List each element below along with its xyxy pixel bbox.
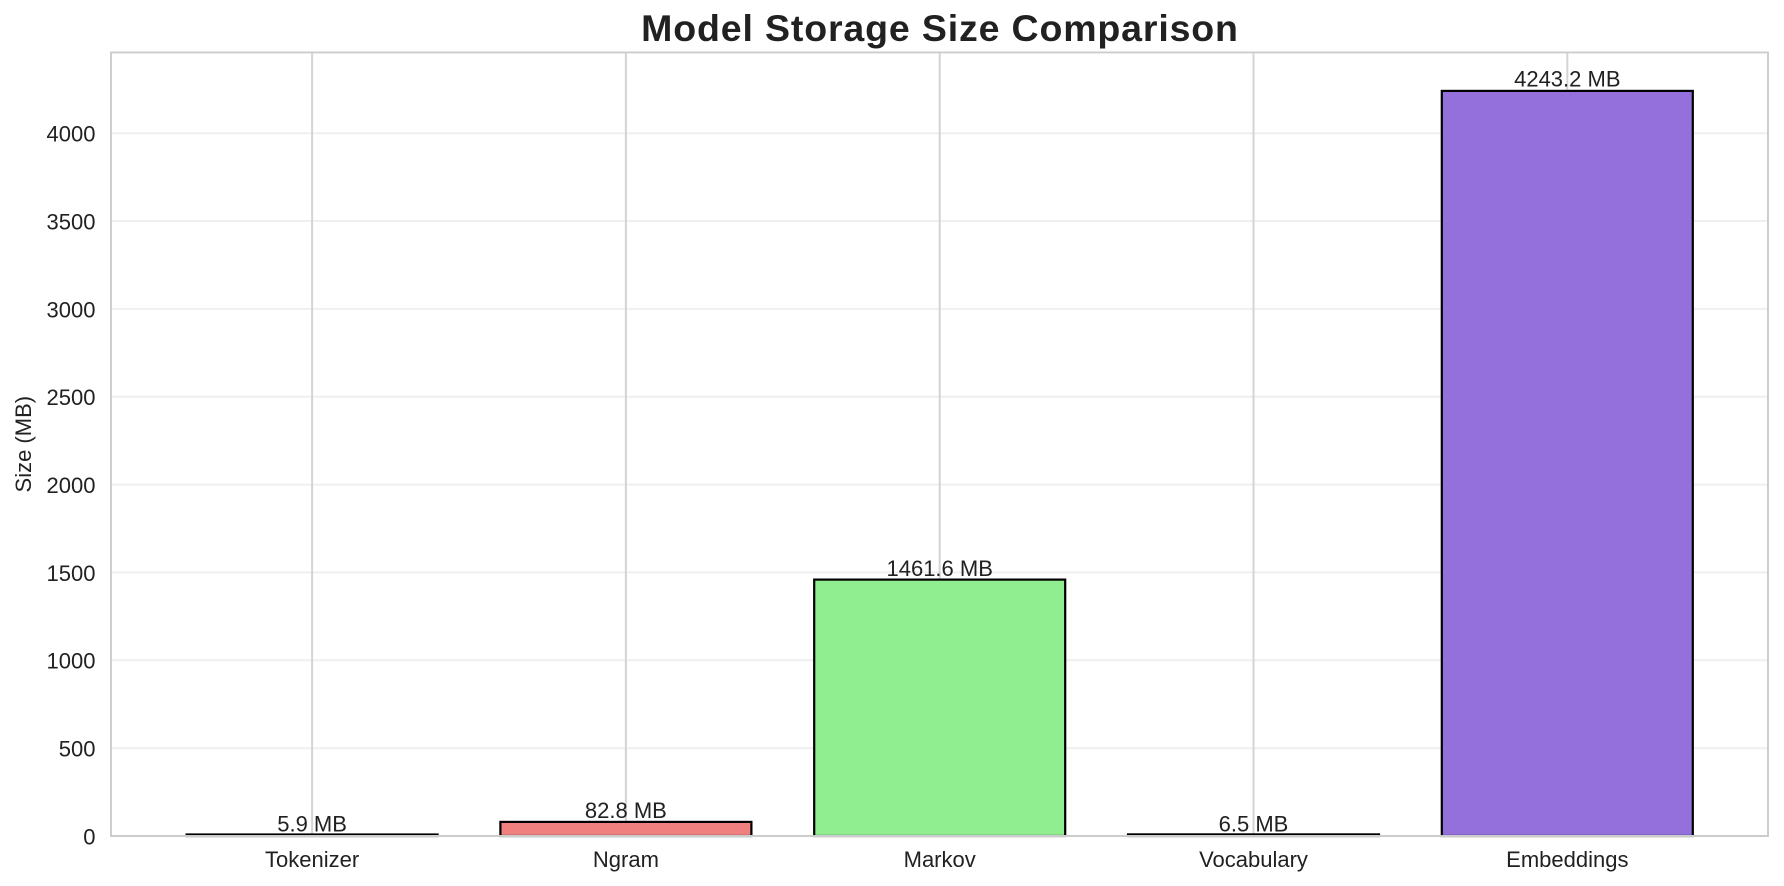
svg-text:4000: 4000 (47, 122, 96, 147)
svg-text:3500: 3500 (47, 209, 96, 234)
svg-text:82.8 MB: 82.8 MB (585, 798, 667, 823)
svg-text:2000: 2000 (47, 473, 96, 498)
svg-text:Markov: Markov (904, 847, 976, 872)
svg-text:Model Storage Size Comparison: Model Storage Size Comparison (641, 7, 1239, 49)
svg-text:4243.2 MB: 4243.2 MB (1514, 67, 1620, 92)
svg-text:6.5 MB: 6.5 MB (1219, 812, 1289, 837)
svg-text:1461.6 MB: 1461.6 MB (886, 556, 992, 581)
svg-text:1000: 1000 (47, 649, 96, 674)
svg-text:Ngram: Ngram (593, 847, 659, 872)
svg-text:2500: 2500 (47, 385, 96, 410)
svg-text:5.9 MB: 5.9 MB (277, 812, 347, 837)
svg-text:1500: 1500 (47, 561, 96, 586)
svg-text:0: 0 (83, 824, 95, 849)
svg-text:3000: 3000 (47, 297, 96, 322)
svg-text:500: 500 (59, 737, 96, 762)
svg-text:Vocabulary: Vocabulary (1199, 847, 1308, 872)
svg-text:Tokenizer: Tokenizer (265, 847, 359, 872)
svg-text:Size (MB): Size (MB) (11, 396, 36, 493)
svg-text:Embeddings: Embeddings (1506, 847, 1628, 872)
